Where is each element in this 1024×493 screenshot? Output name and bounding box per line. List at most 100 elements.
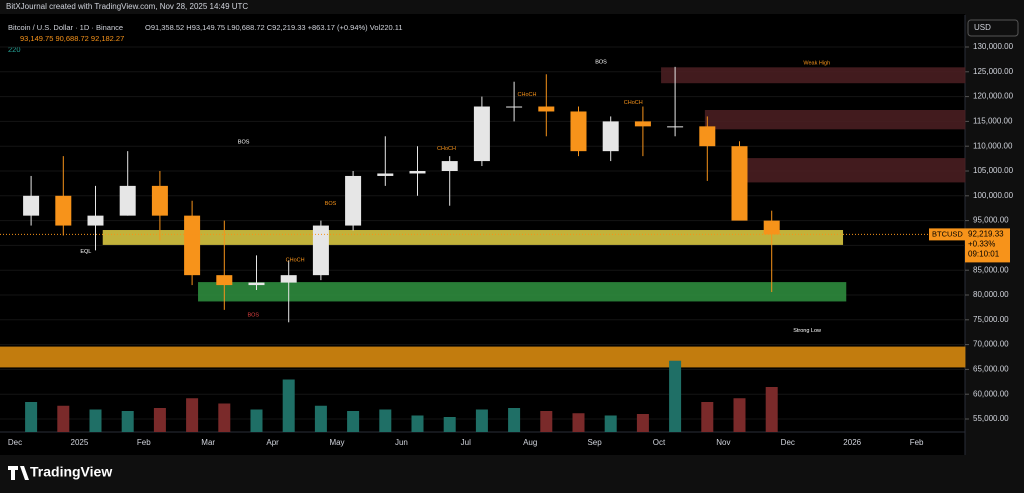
brand-logo <box>8 466 29 480</box>
candle-body <box>184 215 201 276</box>
price-tag-change: +0.33% <box>968 240 995 249</box>
volume-bar <box>701 402 714 432</box>
volume-bar <box>121 411 134 432</box>
x-tick-label: Feb <box>910 438 924 447</box>
annotation: Weak High <box>803 60 830 66</box>
annotation: CHoCH <box>624 100 643 106</box>
candle-body <box>602 121 619 152</box>
annotation: CHoCH <box>437 146 456 152</box>
y-tick-label: 55,000.00 <box>973 414 1009 423</box>
candle-body <box>216 275 233 286</box>
zone <box>661 67 966 84</box>
zone <box>102 230 844 245</box>
volume-bar <box>282 379 295 432</box>
volume-bar <box>572 413 585 432</box>
ticker-tag <box>929 228 965 241</box>
candle-body <box>248 282 265 286</box>
annotation: CHoCH <box>518 92 537 98</box>
zone <box>735 158 966 183</box>
currency[interactable]: USD <box>974 23 991 32</box>
zone <box>704 109 966 130</box>
volume-bar <box>250 409 263 432</box>
y-tick-label: 130,000.00 <box>973 42 1014 51</box>
candle-body <box>441 161 458 171</box>
y-tick-label: 100,000.00 <box>973 191 1014 200</box>
volume-bar <box>733 398 746 432</box>
candle-body <box>119 185 136 216</box>
price-tag <box>965 228 1010 263</box>
zone <box>198 282 847 302</box>
y-tick-label: 65,000.00 <box>973 365 1009 374</box>
volume-bar <box>475 409 488 432</box>
volume-bar <box>89 409 102 432</box>
volume-bar <box>411 415 424 432</box>
candle-body <box>23 195 40 216</box>
volume-bar <box>218 403 231 432</box>
x-tick-label: 2026 <box>843 438 861 447</box>
x-tick-label: May <box>329 438 344 447</box>
candle-body <box>377 173 394 176</box>
annotation: BOS <box>238 140 250 146</box>
candle-body <box>506 106 523 108</box>
y-tick-label: 110,000.00 <box>973 141 1013 150</box>
volume-bar <box>636 414 649 432</box>
volume-bar <box>347 411 360 432</box>
brand: TradingView <box>30 464 112 480</box>
y-tick-label: 105,000.00 <box>973 166 1014 175</box>
price-tag-value: 92,219.33 <box>968 230 1004 239</box>
x-tick-label: Dec <box>781 438 795 447</box>
y-tick-label: 85,000.00 <box>973 265 1009 274</box>
candle-body <box>151 185 168 216</box>
price-tag-countdown: 09:10:01 <box>968 250 1000 259</box>
annotation: CHoCH <box>286 258 305 264</box>
credit-bar <box>0 0 1024 14</box>
y-tick-label: 80,000.00 <box>973 290 1009 299</box>
y-tick-label: 125,000.00 <box>973 67 1014 76</box>
volume-bar <box>153 408 166 432</box>
indicator-values: 93,149.75 90,688.72 92,182.27 <box>20 34 124 43</box>
volume-bar <box>186 398 199 432</box>
volume-bar <box>379 409 392 432</box>
x-tick-label: Nov <box>716 438 730 447</box>
ticker: BTCUSD <box>932 229 963 238</box>
candle-body <box>409 170 426 174</box>
volume-bar <box>508 408 521 432</box>
volume-value: 220 <box>8 45 21 54</box>
candle-body <box>699 126 716 147</box>
y-tick-label: 120,000.00 <box>973 92 1014 101</box>
y-tick-label: 60,000.00 <box>973 389 1009 398</box>
currency-button[interactable] <box>967 19 1019 37</box>
volume-bar <box>765 387 778 432</box>
annotation: BOS <box>325 201 337 207</box>
x-tick-label: Sep <box>587 438 602 447</box>
y-tick-label: 95,000.00 <box>973 216 1009 225</box>
candle-body <box>634 121 651 127</box>
y-tick-label: 75,000.00 <box>973 315 1009 324</box>
volume-bar <box>314 405 327 432</box>
zone <box>0 346 966 368</box>
x-tick-label: Feb <box>137 438 151 447</box>
credit: BitXJournal created with TradingView.com… <box>6 2 248 11</box>
volume-bar <box>443 417 456 432</box>
x-tick-label: Jul <box>461 438 471 447</box>
symbol: Bitcoin / U.S. Dollar · 1D · Binance <box>8 23 123 32</box>
x-tick-label: Oct <box>653 438 666 447</box>
x-tick-label: Aug <box>523 438 537 447</box>
x-tick-label: Mar <box>201 438 215 447</box>
candle-body <box>473 106 490 162</box>
candle-body <box>87 215 104 226</box>
annotation: BOS <box>595 59 607 65</box>
candle-body <box>280 275 297 283</box>
candle-body <box>538 106 555 112</box>
x-tick-label: Jun <box>395 438 408 447</box>
y-tick-label: 70,000.00 <box>973 340 1009 349</box>
candle-body <box>731 146 748 221</box>
volume-bar <box>57 405 70 432</box>
candle-body <box>667 126 684 128</box>
candle-body <box>55 195 72 226</box>
candle-body <box>570 111 587 152</box>
candle-body <box>312 225 329 276</box>
candle-body <box>763 220 780 235</box>
